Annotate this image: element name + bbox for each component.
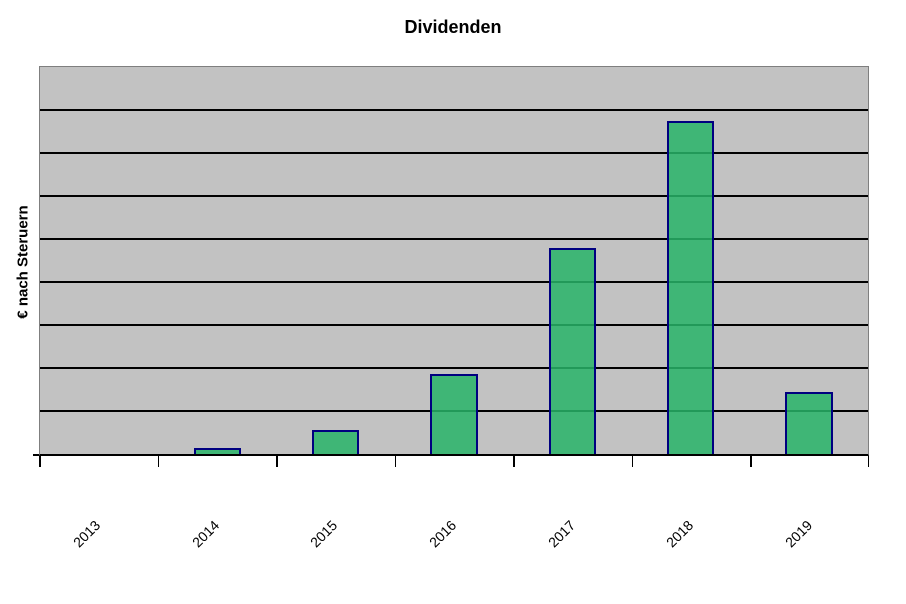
bar-2015	[312, 429, 360, 454]
bar-2014	[193, 447, 242, 454]
bar-2019	[785, 392, 833, 454]
x-axis-label-2013: 2013	[70, 517, 104, 551]
x-axis-label-2015: 2015	[307, 517, 341, 551]
x-axis-tick	[157, 456, 160, 467]
x-axis-tick	[513, 456, 515, 467]
x-axis-label-2017: 2017	[544, 517, 578, 551]
gridline	[40, 367, 868, 369]
x-axis-label-2016: 2016	[425, 517, 460, 551]
x-axis-tick	[276, 456, 278, 467]
bar-2017	[548, 248, 596, 454]
x-axis-label-2018: 2018	[663, 517, 697, 551]
x-axis-tick	[867, 456, 869, 467]
x-axis-label-2014: 2014	[188, 517, 223, 551]
gridline	[40, 281, 868, 283]
plot-area	[39, 66, 869, 456]
y-axis-title: € nach Steruern	[14, 205, 32, 319]
chart-title: Dividenden	[404, 17, 502, 37]
x-axis-tick	[631, 456, 634, 467]
bar-2018	[666, 120, 715, 454]
x-axis-line-extension	[33, 454, 39, 456]
bar-2016	[430, 374, 478, 454]
x-axis-tick	[394, 456, 397, 467]
gridline	[40, 195, 868, 197]
x-axis-tick	[39, 456, 41, 467]
x-axis-tick	[750, 456, 752, 467]
gridline	[40, 109, 868, 111]
gridline	[40, 152, 868, 154]
x-axis-label-2019: 2019	[781, 517, 816, 551]
gridline	[40, 238, 868, 240]
gridline	[40, 324, 868, 326]
